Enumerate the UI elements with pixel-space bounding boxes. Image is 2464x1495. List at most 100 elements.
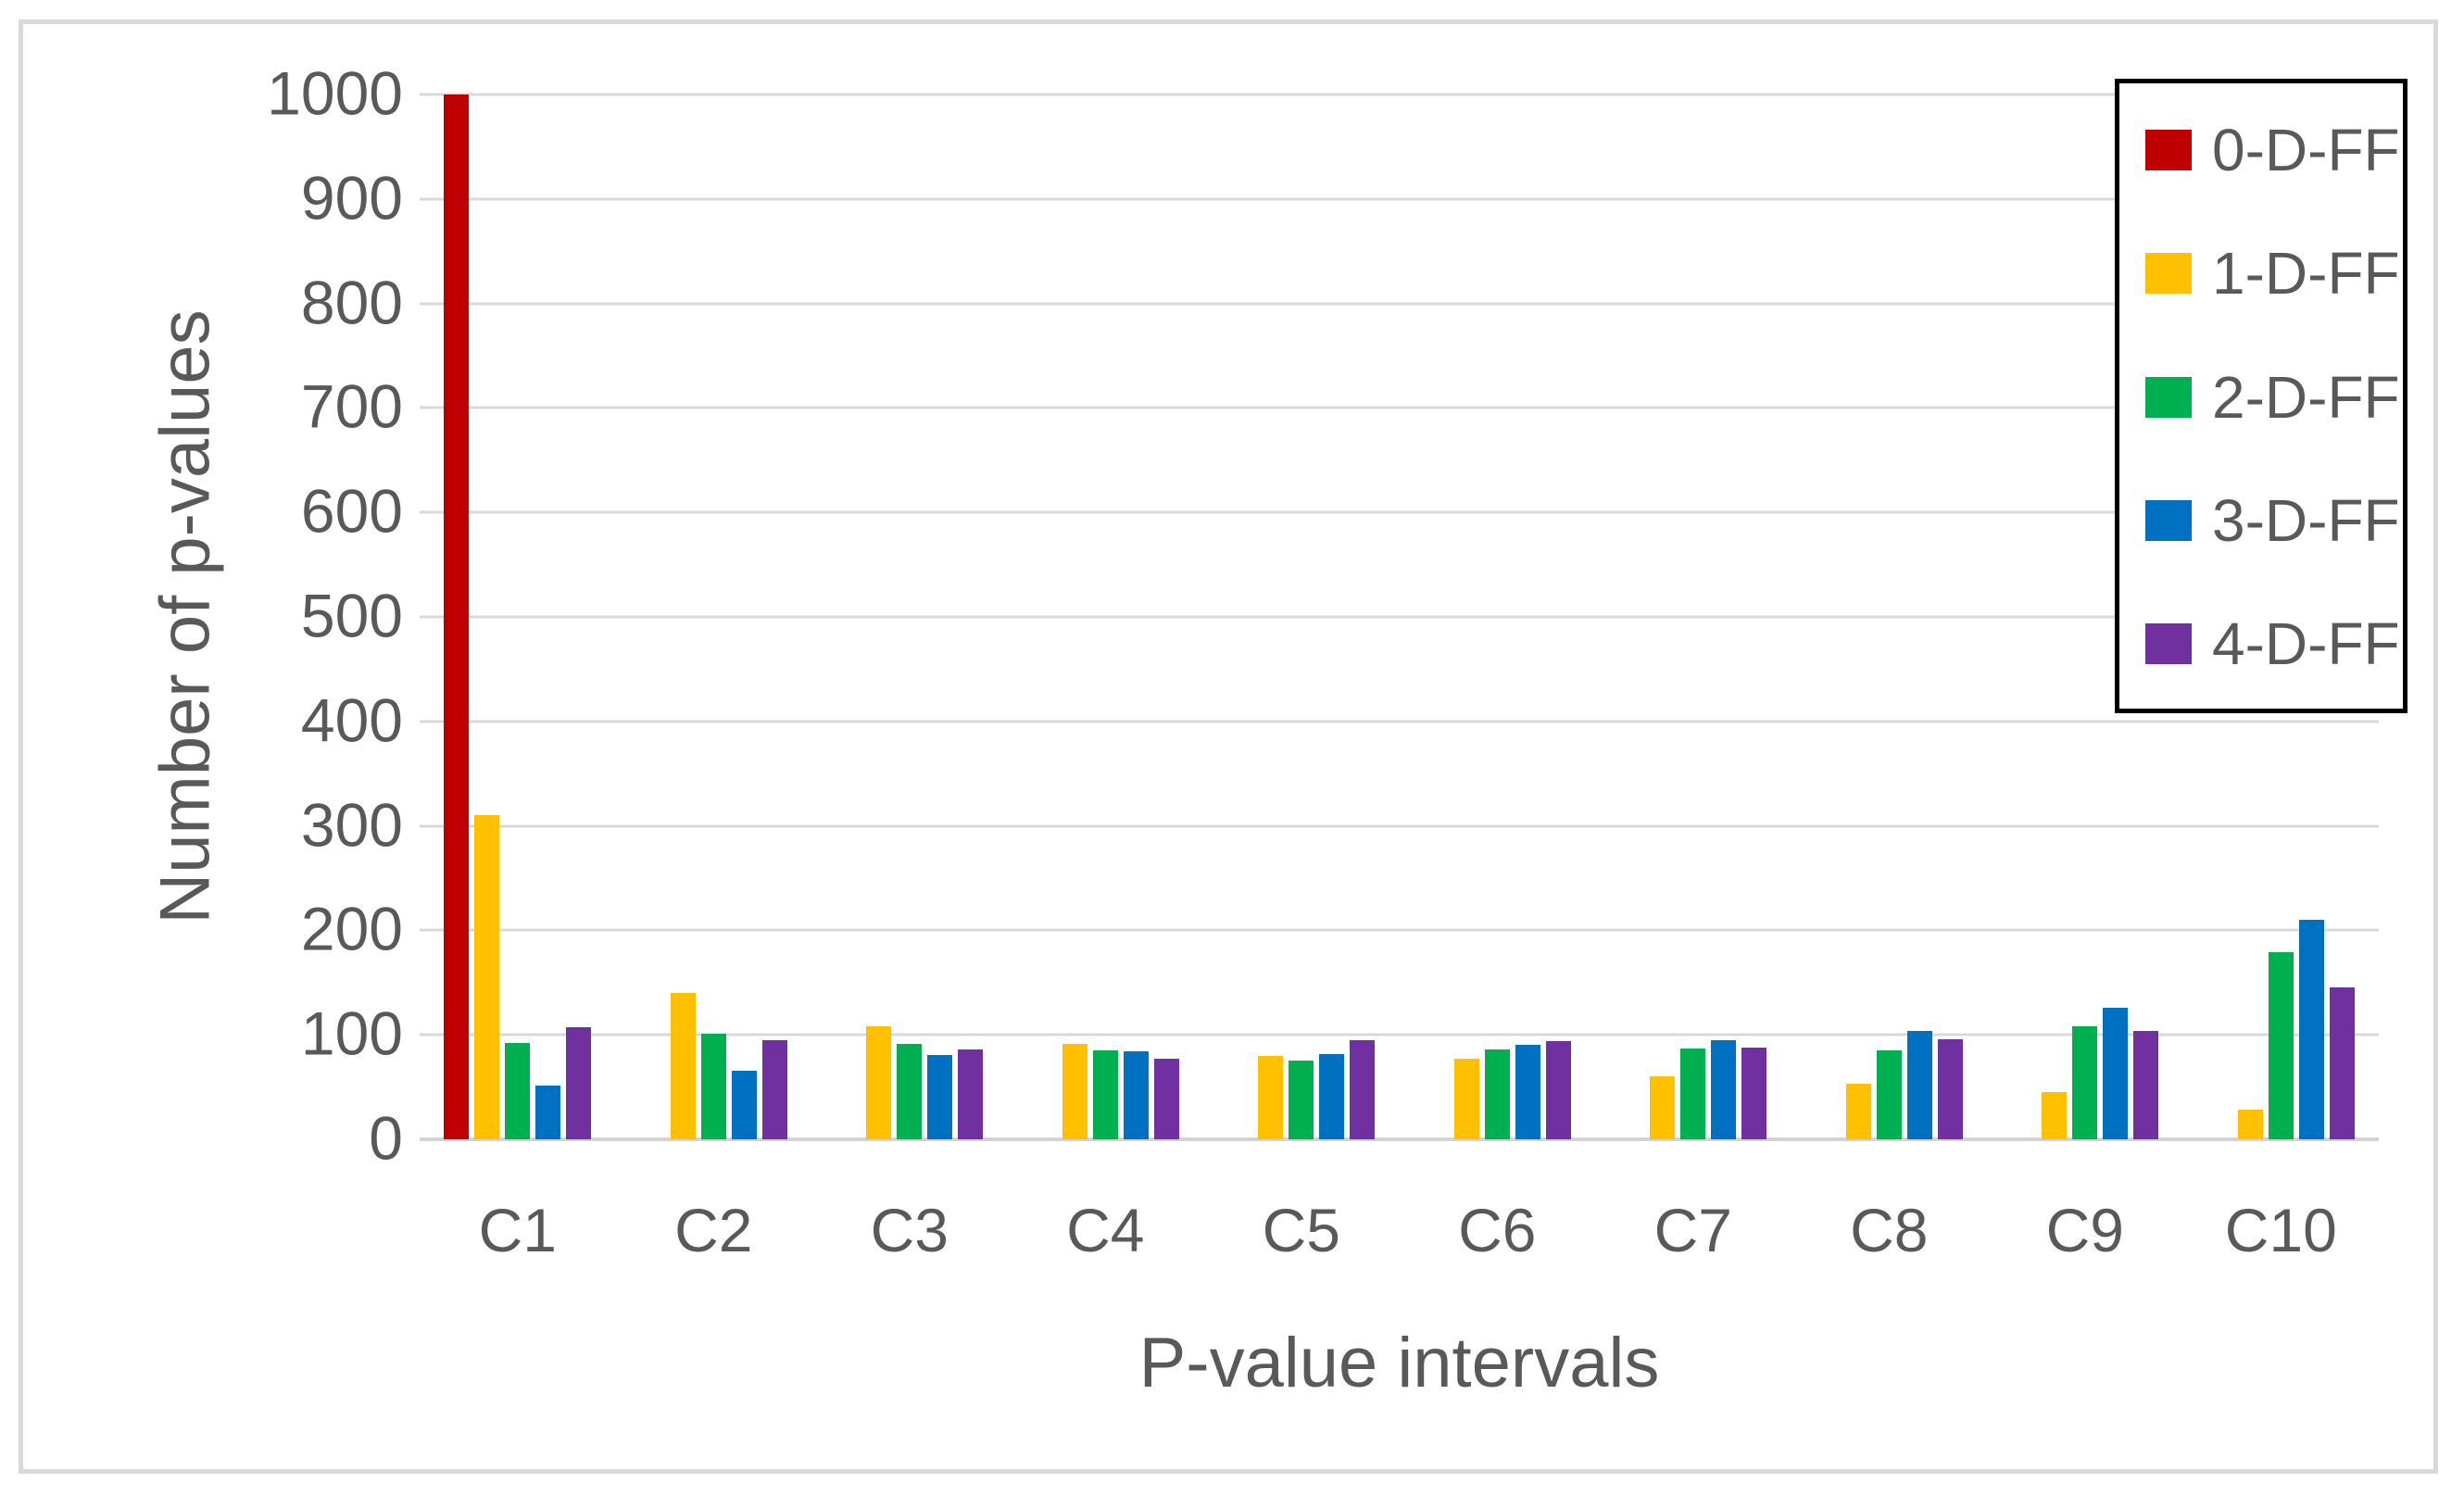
plot-area: [420, 93, 2380, 1141]
bar-group: [811, 94, 1008, 1139]
y-tick-label: 700: [300, 372, 403, 442]
bar: [1906, 1030, 1932, 1139]
bar: [927, 1054, 953, 1139]
bar: [474, 815, 500, 1139]
gridline: [420, 197, 2379, 201]
gridline: [420, 1033, 2379, 1036]
bar-group: [616, 94, 812, 1139]
bar: [1937, 1038, 1963, 1139]
bar: [535, 1086, 561, 1139]
x-tick-label: C5: [1262, 1196, 1340, 1264]
bar: [2042, 1092, 2068, 1139]
bar: [700, 1034, 726, 1139]
bar: [1741, 1047, 1767, 1139]
bar: [1319, 1053, 1345, 1139]
x-tick-label: C1: [478, 1196, 557, 1264]
bar-group: [1203, 94, 1400, 1139]
bar: [1258, 1055, 1284, 1139]
legend-item: 2-D-FF: [2145, 368, 2403, 427]
legend-swatch: [2145, 253, 2192, 295]
bar: [2329, 987, 2355, 1139]
gridline: [420, 93, 2379, 96]
x-tick-label: C10: [2224, 1196, 2337, 1264]
y-tick-label: 1000: [267, 58, 403, 128]
legend-swatch: [2145, 623, 2192, 664]
bar: [505, 1043, 531, 1139]
bar: [897, 1044, 923, 1139]
bar-group: [1791, 94, 1988, 1139]
bar: [1515, 1045, 1540, 1139]
bar: [1123, 1051, 1149, 1139]
y-tick-label: 0: [369, 1103, 403, 1173]
bar: [761, 1039, 787, 1139]
y-tick-label: 500: [300, 581, 403, 650]
legend-item: 3-D-FF: [2145, 491, 2403, 550]
legend-item: 1-D-FF: [2145, 244, 2403, 303]
bar: [1453, 1059, 1479, 1139]
bar: [1484, 1049, 1510, 1139]
legend-swatch: [2145, 376, 2192, 418]
bar-group: [420, 94, 616, 1139]
bar: [2268, 952, 2294, 1139]
y-tick-label: 100: [300, 999, 403, 1068]
bar: [958, 1049, 984, 1139]
bar-group: [1008, 94, 1204, 1139]
bar-group: [2183, 94, 2380, 1139]
bar: [1845, 1084, 1871, 1139]
bar: [1289, 1061, 1314, 1139]
x-axis-title: P-value intervals: [1138, 1324, 1660, 1402]
y-tick-label: 200: [300, 895, 403, 964]
figure-border: [19, 19, 2438, 1474]
gridline: [420, 302, 2379, 306]
bar: [2103, 1007, 2129, 1139]
bar: [1711, 1039, 1737, 1139]
y-tick-label: 600: [300, 476, 403, 546]
gridline: [420, 720, 2379, 723]
y-tick-label: 300: [300, 790, 403, 860]
bar: [1650, 1076, 1676, 1139]
legend-label: 0-D-FF: [2212, 117, 2400, 183]
y-tick-label: 900: [300, 163, 403, 232]
bar: [2237, 1110, 2263, 1139]
x-tick-label: C9: [2045, 1196, 2124, 1264]
legend-label: 2-D-FF: [2212, 363, 2400, 431]
bar: [2133, 1030, 2159, 1139]
bar: [1350, 1039, 1376, 1139]
bar: [1092, 1050, 1118, 1139]
legend-label: 3-D-FF: [2212, 486, 2400, 554]
bar: [444, 94, 470, 1139]
gridline: [420, 824, 2379, 828]
x-tick-label: C8: [1850, 1196, 1929, 1264]
bar: [1153, 1059, 1179, 1139]
legend-label: 4-D-FF: [2212, 610, 2400, 677]
legend-swatch: [2145, 130, 2192, 170]
bar: [1545, 1040, 1571, 1139]
bar-group: [1595, 94, 1791, 1139]
x-tick-label: C7: [1653, 1196, 1732, 1264]
legend-item: 4-D-FF: [2145, 614, 2403, 673]
x-tick-label: C4: [1066, 1196, 1145, 1264]
y-tick-label: 400: [300, 685, 403, 755]
bar: [1680, 1048, 1706, 1139]
y-tick-label: 800: [300, 268, 403, 337]
legend: 0-D-FF 1-D-FF 2-D-FF 3-D-FF 4-D-FF: [2115, 79, 2407, 713]
gridline: [420, 510, 2379, 514]
bar: [2072, 1026, 2098, 1139]
bar: [1062, 1044, 1087, 1139]
legend-item: 0-D-FF: [2145, 120, 2403, 180]
bar: [2298, 920, 2324, 1139]
bar-group: [1987, 94, 2183, 1139]
bar: [731, 1070, 757, 1139]
bar: [866, 1026, 892, 1139]
legend-label: 1-D-FF: [2212, 240, 2400, 308]
gridline: [420, 1137, 2379, 1141]
x-tick-label: C2: [674, 1196, 753, 1264]
x-tick-label: C6: [1458, 1196, 1537, 1264]
gridline: [420, 928, 2379, 932]
x-tick-label: C3: [870, 1196, 949, 1264]
legend-swatch: [2145, 499, 2192, 541]
gridline: [420, 615, 2379, 619]
bar-group: [1400, 94, 1596, 1139]
gridline: [420, 406, 2379, 409]
